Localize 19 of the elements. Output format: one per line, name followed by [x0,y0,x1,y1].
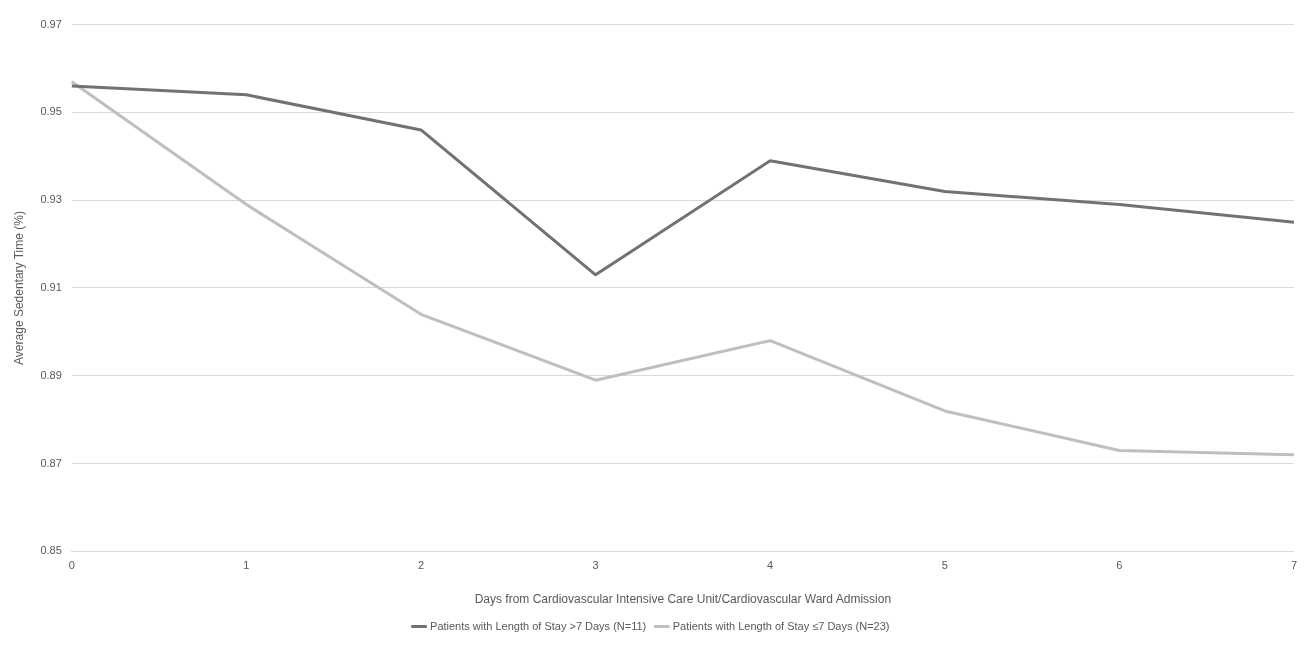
y-tick-label: 0.97 [40,17,62,30]
y-tick-label: 0.95 [40,105,62,118]
x-tick-label: 0 [68,559,75,572]
x-tick-label: 2 [417,559,425,572]
x-tick-label: 1 [243,559,250,572]
y-tick-label: 0.85 [40,544,62,557]
x-tick-label: 3 [592,559,599,572]
legend-label: Patients with Length of Stay ≤7 Days (N=23) [672,619,890,632]
y-axis-title: Average Sedentary Time (%) [11,211,26,365]
y-tick-label: 0.93 [40,193,62,206]
y-tick-label: 0.89 [40,368,62,381]
x-tick-label: 6 [1116,559,1123,572]
y-tick-label: 0.91 [40,281,62,294]
x-axis-title: Days from Cardiovascular Intensive Care Unit/Cardiovascular Ward Admission [474,592,892,607]
x-tick-label: 5 [941,559,948,572]
y-tick-label: 0.87 [40,456,62,469]
x-tick-label: 7 [1290,559,1297,572]
x-tick-label: 4 [767,559,774,572]
legend-label: Patients with Length of Stay >7 Days (N=11) [430,619,647,632]
